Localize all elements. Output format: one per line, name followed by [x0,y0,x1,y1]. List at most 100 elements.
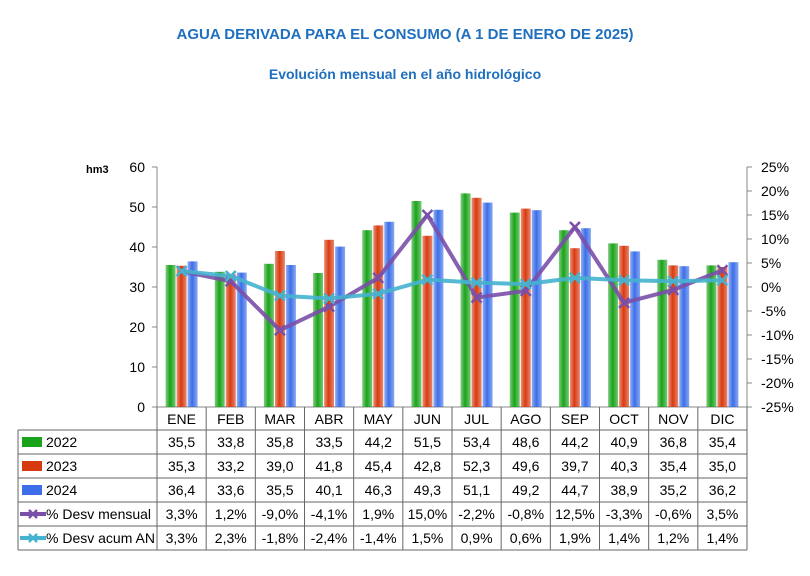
table-cell: -9,0% [262,506,299,522]
line-point [716,274,729,287]
x-tick-label: ENE [167,411,196,427]
bar-2022 [165,265,176,407]
table-cell: 44,7 [561,482,588,498]
table-cell: 40,3 [610,458,637,474]
table-cell: 35,4 [709,434,736,450]
line-point [667,283,680,296]
legend-label: 2023 [46,458,77,474]
table-cell: 36,2 [709,482,736,498]
table-cell: -1,4% [360,530,397,546]
legend-key-2024 [22,485,42,495]
table-cell: 49,3 [414,482,441,498]
table-cell: 38,9 [610,482,637,498]
x-tick-label: DIC [710,411,734,427]
table-cell: -2,4% [311,530,348,546]
x-tick-label: JUN [414,411,441,427]
table-cell: 33,6 [217,482,244,498]
chart-title: AGUA DERIVADA PARA EL CONSUMO (A 1 DE EN… [176,26,634,43]
line-point [569,221,581,233]
bar-2024 [384,221,395,407]
bar-2024 [531,210,542,407]
bar-2022 [460,193,471,407]
bar-2024 [580,228,591,407]
table-cell: 35,2 [660,482,687,498]
bar-2022 [313,273,324,407]
bar-2023 [619,245,630,407]
table-cell: 39,7 [561,458,588,474]
y2-tick-label: 0% [761,279,781,295]
table-cell: -4,1% [311,506,348,522]
line-point [421,209,434,221]
y-tick-label: 40 [129,239,145,255]
x-tick-label: FEB [217,411,244,427]
table-cell: 3,5% [706,506,738,522]
table-cell: 51,1 [463,482,490,498]
bar-2024 [187,261,198,407]
y-tick-label: 20 [129,319,145,335]
y2-tick-label: 10% [761,231,789,247]
bar-2023 [176,265,187,407]
table-cell: 12,5% [555,506,595,522]
x-tick-label: NOV [658,411,689,427]
table-cell: -0,6% [655,506,692,522]
table-cell: 35,5 [266,482,293,498]
table-cell: 33,2 [217,458,244,474]
table-cell: 3,3% [166,506,198,522]
table-cell: 35,3 [168,458,195,474]
line-point [470,291,483,304]
bar-2024 [236,272,247,407]
y2-tick-label: -20% [761,375,794,391]
bar-2023 [668,265,679,407]
x-tick-label: OCT [609,411,639,427]
legend-label: 2022 [46,434,77,450]
table-cell: 3,3% [166,530,198,546]
table-cell: 1,9% [559,530,591,546]
chart-subtitle: Evolución mensual en el año hidrológico [268,66,542,82]
table-cell: 0,9% [461,530,493,546]
line-point [274,289,286,302]
table-cell: 46,3 [365,482,392,498]
table-cell: 51,5 [414,434,441,450]
x-tick-label: ABR [315,411,344,427]
line-point [716,264,729,277]
bar-2022 [558,230,569,407]
bar-2022 [362,230,373,407]
table-cell: 1,4% [706,530,738,546]
line-point [421,273,434,286]
table-cell: 1,2% [657,530,689,546]
legend-key-2022 [22,437,42,447]
y2-tick-label: -25% [761,399,794,415]
bar-2024 [335,246,346,407]
line-point [323,292,335,305]
x-tick-label: JUL [464,411,489,427]
y2-tick-label: 20% [761,183,789,199]
bar-2024 [728,262,739,407]
table-cell: 35,0 [709,458,736,474]
y2-tick-label: 25% [761,159,789,175]
legend-label: % Desv mensual [46,506,151,522]
bar-2022 [214,271,225,407]
table-cell: 49,2 [512,482,539,498]
bar-2024 [630,251,641,407]
bar-2024 [433,209,444,407]
bar-2024 [285,265,296,407]
table-cell: 36,8 [660,434,687,450]
table-cell: 40,1 [315,482,342,498]
table-cell: 15,0% [408,506,448,522]
line-point [175,265,188,278]
y-tick-label: 50 [129,199,145,215]
y-tick-label: 30 [129,279,145,295]
bar-2023 [225,274,236,407]
bar-2022 [706,265,717,407]
x-tick-label: AGO [510,411,541,427]
y-tick-label: 60 [129,159,145,175]
line-point [372,271,385,284]
y2-tick-label: 15% [761,207,789,223]
bar-2022 [509,212,520,407]
table-cell: 39,0 [266,458,293,474]
table-cell: 44,2 [365,434,392,450]
table-cell: 35,4 [660,458,687,474]
line-point [618,296,630,309]
table-cell: 35,5 [168,434,195,450]
line-point [274,324,286,337]
